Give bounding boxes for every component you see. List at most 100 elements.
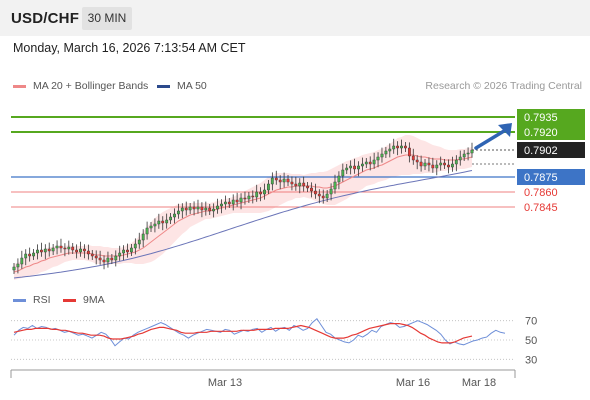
candle-body xyxy=(317,193,321,197)
candle xyxy=(94,250,98,265)
candle-body xyxy=(40,249,43,253)
candle-body xyxy=(63,247,67,250)
candle-body xyxy=(180,207,184,212)
candle-body xyxy=(192,206,196,210)
candle-body xyxy=(227,201,231,205)
x-axis: Mar 13 Mar 16 Mar 18 xyxy=(10,369,516,389)
candle xyxy=(141,229,145,248)
candle-body xyxy=(462,153,466,158)
candle-body xyxy=(223,201,227,205)
candle xyxy=(75,244,79,259)
candle-body xyxy=(419,161,423,167)
candle-body xyxy=(71,246,75,251)
candle-body xyxy=(439,162,443,166)
candle-body xyxy=(149,225,153,229)
candle-body xyxy=(36,249,39,254)
candle xyxy=(32,249,36,260)
ma20-swatch xyxy=(13,84,26,88)
candle-body xyxy=(106,257,110,263)
candle-body xyxy=(372,159,376,165)
candle-body xyxy=(396,145,399,149)
candle xyxy=(204,201,208,216)
candle-body xyxy=(458,156,462,161)
candle xyxy=(67,240,71,255)
candle xyxy=(51,244,55,255)
candle xyxy=(36,244,39,260)
ma50-line xyxy=(13,170,473,279)
candle xyxy=(153,218,157,233)
candle xyxy=(165,213,169,229)
candle-body xyxy=(122,249,126,254)
candle-body xyxy=(94,255,98,259)
candle-body xyxy=(282,178,286,183)
candle xyxy=(118,245,122,261)
candle-body xyxy=(118,252,122,257)
candle xyxy=(173,208,176,224)
candle xyxy=(180,203,184,219)
candle-body xyxy=(173,213,176,218)
candle xyxy=(188,203,192,214)
candle xyxy=(220,199,223,214)
candle-body xyxy=(263,189,266,195)
candle-body xyxy=(126,249,129,253)
candle-body xyxy=(368,161,372,165)
candle-body xyxy=(345,167,349,171)
candle-body xyxy=(290,181,294,185)
candle-body xyxy=(270,177,274,185)
candle xyxy=(243,191,247,205)
rsi-ma-legend-label: 9MA xyxy=(83,294,105,306)
candle xyxy=(345,164,349,174)
candle-body xyxy=(196,206,200,210)
candle xyxy=(216,198,219,214)
symbol-title: USD/CHF xyxy=(11,10,80,27)
candle-body xyxy=(286,178,290,183)
candle xyxy=(149,222,153,232)
candle xyxy=(200,202,204,218)
candle xyxy=(404,142,407,152)
candle-body xyxy=(357,165,360,170)
candle-body xyxy=(447,164,450,168)
candle-body xyxy=(454,159,458,165)
candle xyxy=(458,150,462,166)
candle xyxy=(454,155,458,172)
candle xyxy=(411,148,415,165)
candle-body xyxy=(16,263,20,268)
resistance-label-0.7935: 0.7935 xyxy=(524,112,558,124)
candle-body xyxy=(86,250,90,255)
candle-body xyxy=(51,247,55,252)
candle-body xyxy=(137,239,141,245)
ma20-line xyxy=(13,154,473,273)
candle xyxy=(102,255,106,270)
candle-body xyxy=(82,248,86,252)
candle xyxy=(388,143,392,158)
candle-body xyxy=(267,183,270,191)
candle xyxy=(325,190,329,202)
rsi-panel: 70 50 30 xyxy=(11,316,537,366)
timeframe-button[interactable]: 30 MIN xyxy=(82,7,132,30)
rsi-ma-line xyxy=(13,323,473,344)
candle xyxy=(357,161,360,177)
level-lines-layer xyxy=(11,116,515,208)
candle xyxy=(227,198,231,208)
candle-body xyxy=(141,233,145,241)
candle xyxy=(208,204,212,215)
candle-body xyxy=(59,245,63,249)
candle-body xyxy=(310,187,313,192)
candle-body xyxy=(302,182,306,187)
level-labels-layer: 0.7935 0.7920 0.7902 0.7875 0.7860 0.7845 xyxy=(517,109,585,214)
candle-body xyxy=(411,155,415,161)
candle xyxy=(427,157,431,172)
candle-body xyxy=(43,248,47,253)
candle xyxy=(133,238,137,255)
current-price-tag xyxy=(517,142,585,158)
candle xyxy=(251,190,255,204)
candle-body xyxy=(235,199,239,203)
header-bar: USD/CHF 30 MIN xyxy=(0,0,590,36)
candle xyxy=(40,242,43,257)
legend-ma20: MA 20 + Bollinger Bands xyxy=(13,80,148,92)
candle xyxy=(47,242,51,257)
candle xyxy=(247,192,251,203)
candle-body xyxy=(55,245,59,249)
candle xyxy=(353,158,356,174)
